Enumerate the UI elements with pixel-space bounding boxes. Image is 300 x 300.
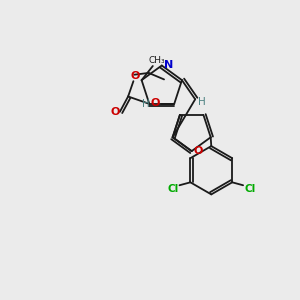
Text: O: O — [110, 107, 120, 117]
Text: O: O — [151, 98, 160, 108]
Text: N: N — [164, 61, 173, 70]
Text: Cl: Cl — [244, 184, 256, 194]
Text: CH₃: CH₃ — [148, 56, 165, 65]
Text: H: H — [198, 97, 206, 106]
Text: H: H — [142, 99, 150, 109]
Text: O: O — [194, 146, 203, 156]
Text: O: O — [131, 71, 140, 81]
Text: Cl: Cl — [167, 184, 178, 194]
